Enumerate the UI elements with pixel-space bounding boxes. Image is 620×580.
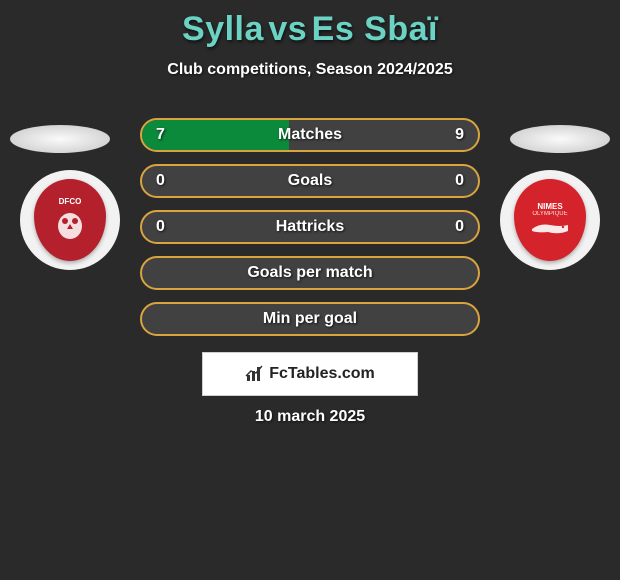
crest-right-name: NIMES	[537, 203, 562, 211]
club-badge-right: NIMES OLYMPIQUE	[500, 170, 600, 270]
stat-label: Goals	[142, 172, 478, 190]
stat-label: Min per goal	[142, 310, 478, 328]
watermark-text: FcTables.com	[269, 365, 375, 383]
crocodile-icon	[530, 217, 570, 237]
stat-row: Min per goal	[140, 302, 480, 336]
stat-row: 00Hattricks	[140, 210, 480, 244]
crest-left-name: DFCO	[59, 198, 82, 206]
stat-row: 79Matches	[140, 118, 480, 152]
watermark: FcTables.com	[202, 352, 418, 396]
crest-left: DFCO	[34, 179, 106, 261]
crest-right-sub: OLYMPIQUE	[532, 211, 567, 217]
chart-icon	[245, 365, 265, 383]
stat-label: Hattricks	[142, 218, 478, 236]
owl-icon	[52, 206, 88, 242]
stat-row: 00Goals	[140, 164, 480, 198]
crest-right: NIMES OLYMPIQUE	[514, 179, 586, 261]
player1-name: Sylla	[182, 10, 264, 48]
title: Sylla vs Es Sbaï	[0, 0, 620, 49]
stat-row: Goals per match	[140, 256, 480, 290]
vs-text: vs	[268, 10, 307, 48]
name-plate-right	[510, 125, 610, 153]
date: 10 march 2025	[0, 408, 620, 426]
stat-bars: 79Matches 00Goals 00Hattricks Goals per mat…	[140, 118, 480, 348]
player2-name: Es Sbaï	[312, 10, 438, 48]
club-badge-left: DFCO	[20, 170, 120, 270]
name-plate-left	[10, 125, 110, 153]
subtitle: Club competitions, Season 2024/2025	[0, 61, 620, 79]
stat-label: Goals per match	[142, 264, 478, 282]
stat-label: Matches	[142, 126, 478, 144]
